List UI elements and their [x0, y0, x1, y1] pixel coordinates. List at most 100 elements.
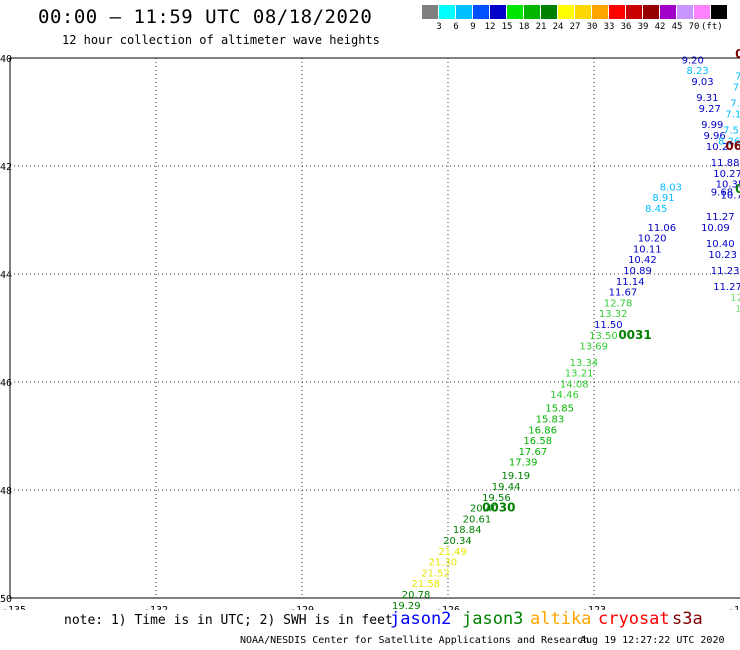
legend-label: 9 — [470, 22, 476, 32]
x-tick-label: -129 — [290, 605, 314, 610]
data-point-label: 20.78 — [402, 590, 431, 601]
data-point-label: 20.40 — [470, 504, 499, 515]
data-point-label: 19.29 — [392, 601, 421, 610]
x-tick-label: -132 — [144, 605, 168, 610]
data-point-label: 9.68 — [711, 188, 733, 199]
page-subtitle: 12 hour collection of altimeter wave hei… — [62, 33, 380, 47]
legend-swatch — [609, 5, 625, 19]
legend-label: 36 — [620, 22, 632, 32]
x-tick-label: -120 — [728, 605, 740, 610]
legend-label: 42 — [654, 22, 666, 32]
y-tick-label: 44 — [0, 270, 12, 281]
data-point-label: 19.19 — [502, 471, 531, 482]
satellite-label: jason3 — [462, 609, 524, 629]
legend-label: 39 — [637, 22, 649, 32]
legend-swatch — [677, 5, 693, 19]
legend-swatch — [439, 5, 455, 19]
data-point-label: 10.79 — [721, 190, 740, 201]
legend-label: 24 — [552, 22, 564, 32]
legend-label: 21 — [535, 22, 547, 32]
note-text: note: 1) Time is in UTC; 2) SWH is in fe… — [64, 613, 393, 628]
data-point-label: 11.27 — [706, 212, 735, 223]
data-point-label: 7. — [735, 72, 740, 83]
time-label: 0031 — [618, 328, 651, 342]
data-point-label: 11.88 — [711, 158, 740, 169]
data-point-label: 19.56 — [482, 493, 511, 504]
data-point-label: 8.45 — [645, 204, 667, 215]
legend-label: 18 — [518, 22, 530, 32]
data-point-label: 20.61 — [463, 514, 492, 525]
data-point-label: 9.03 — [691, 77, 713, 88]
data-point-label: 13.34 — [570, 358, 599, 369]
data-point-label: 10.35 — [716, 180, 740, 191]
x-tick-label: -126 — [436, 605, 460, 610]
data-point-label: 21.30 — [429, 558, 458, 569]
generated-timestamp: Aug 19 12:27:22 UTC 2020 — [580, 635, 725, 646]
data-point-label: 11.50 — [594, 320, 623, 331]
satellite-label: cryosat — [598, 609, 670, 629]
x-tick-label: -123 — [582, 605, 606, 610]
legend-swatch — [558, 5, 574, 19]
legend-swatch — [592, 5, 608, 19]
y-tick-label: 42 — [0, 162, 12, 173]
legend-swatch — [490, 5, 506, 19]
legend-swatch — [711, 5, 727, 19]
data-point-label: 9.20 — [682, 55, 704, 66]
legend-label: 70 — [688, 22, 700, 32]
time-label: 0636 — [725, 139, 740, 153]
data-point-label: 18.84 — [453, 525, 482, 536]
data-point-label: 13.69 — [579, 342, 608, 353]
data-point-label: 8.91 — [652, 193, 674, 204]
legend-label: (ft) — [701, 22, 723, 32]
data-point-label: 10.27 — [713, 169, 740, 180]
legend-swatch — [422, 5, 438, 19]
data-point-label: 7.4 — [733, 82, 740, 93]
satellite-label: altika — [530, 609, 592, 629]
time-label: 0637 — [735, 47, 740, 61]
data-point-label: 17.67 — [519, 447, 548, 458]
legend-label: 12 — [484, 22, 496, 32]
satellite-label: s3a — [672, 609, 703, 629]
legend-swatch — [456, 5, 472, 19]
data-point-label: 14.46 — [550, 390, 579, 401]
data-point-label: 9.96 — [704, 131, 726, 142]
data-point-label: 9.27 — [699, 104, 721, 115]
data-point-label: 10.27 — [706, 142, 735, 153]
data-point-label: 17.39 — [509, 458, 538, 469]
data-point-label: 8.03 — [660, 182, 682, 193]
legend-label: 30 — [586, 22, 598, 32]
legend-swatch — [626, 5, 642, 19]
time-label: 0030 — [482, 501, 515, 515]
data-point-label: 10.09 — [701, 223, 730, 234]
legend-label: 15 — [501, 22, 513, 32]
data-point-label: 12.02 — [730, 293, 740, 304]
page-title: 00:00 – 11:59 UTC 08/18/2020 — [38, 6, 373, 28]
data-point-label: 15.83 — [536, 415, 565, 426]
data-point-label: 20.34 — [443, 536, 472, 547]
data-point-label: 13.01 — [735, 304, 740, 315]
data-point-label: 19.44 — [492, 482, 521, 493]
time-label: 0032 — [735, 182, 740, 196]
data-point-label: 7.51 — [723, 126, 740, 137]
data-point-label: 8.26 — [718, 136, 740, 147]
data-point-label: 10.11 — [633, 244, 662, 255]
data-point-label: 21.49 — [438, 547, 467, 558]
data-point-label: 11.27 — [713, 282, 740, 293]
data-point-label: 21.58 — [412, 579, 441, 590]
data-point-label: 7.61 — [730, 99, 740, 110]
legend-label: 45 — [671, 22, 683, 32]
legend-swatch — [541, 5, 557, 19]
legend-label: 27 — [569, 22, 581, 32]
data-point-label: 14.08 — [560, 379, 589, 390]
y-tick-label: 48 — [0, 486, 12, 497]
data-point-label: 10.42 — [628, 255, 657, 266]
data-point-label: 10.20 — [638, 234, 667, 245]
data-point-label: 9.99 — [701, 120, 723, 131]
legend-swatch — [473, 5, 489, 19]
data-point-label: 9.31 — [696, 93, 718, 104]
data-point-label: 10.23 — [708, 250, 737, 261]
data-point-label: 7.13 — [725, 109, 740, 120]
legend-label: 6 — [453, 22, 459, 32]
legend-swatch — [524, 5, 540, 19]
y-tick-label: 46 — [0, 378, 12, 389]
